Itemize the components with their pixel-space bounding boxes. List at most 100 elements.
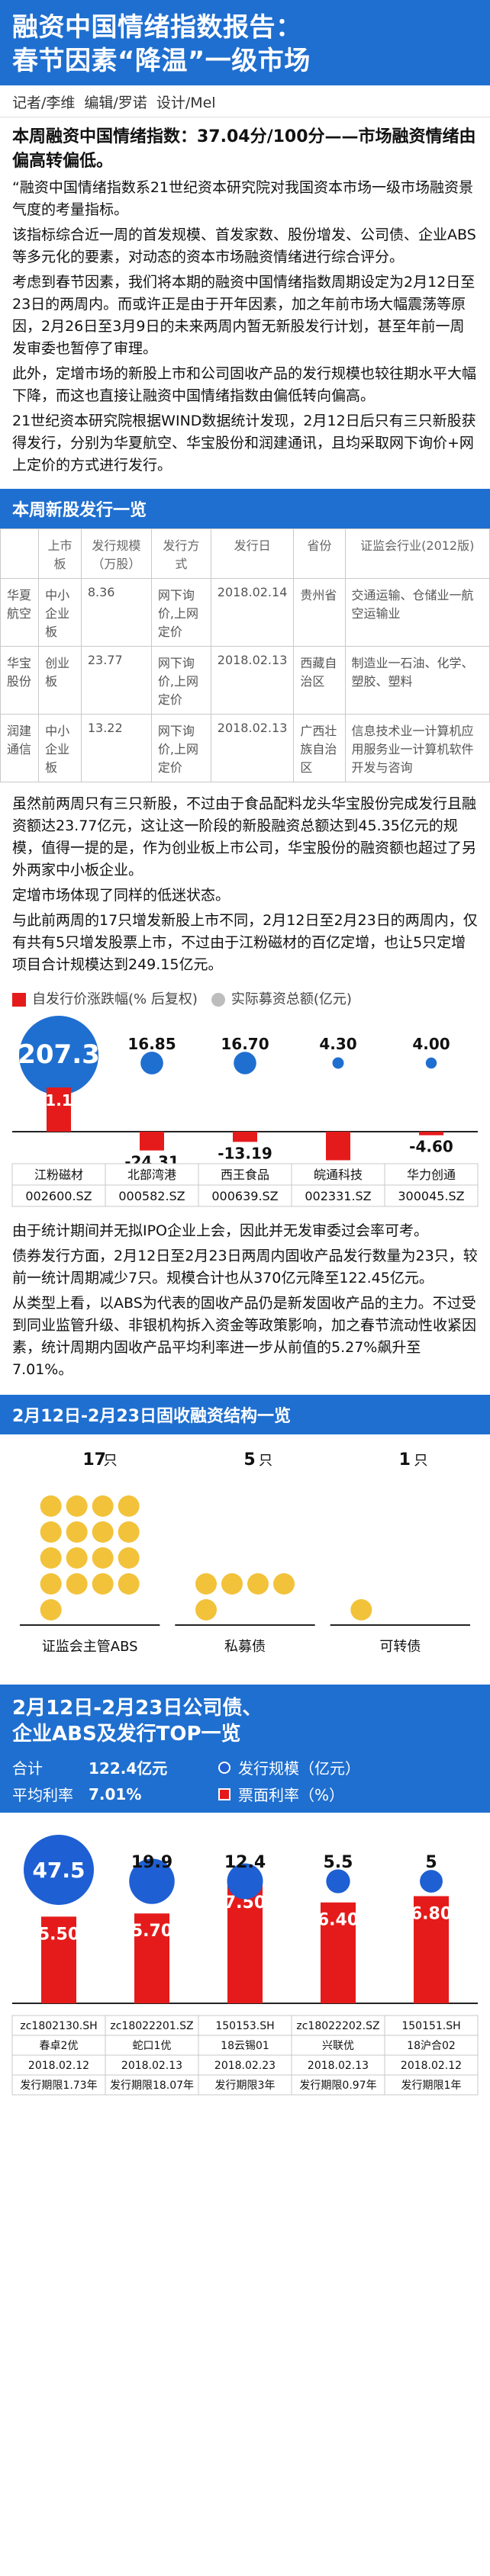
ipo-cell: 中小企业板 [38,578,82,647]
legend-dot-icon [218,1761,230,1774]
paragraph-5: 21世纪资本研究院根据WIND数据统计发现，2月12日后只有三只新股获得发行，分… [12,413,476,474]
dot-mark [221,1573,243,1595]
bubble-label: 207.3 [18,1039,100,1070]
date-label: 2018.02.23 [214,2060,276,2072]
ipo-col-3: 发行方式 [150,528,211,579]
ipo-table-wrap: 上市板 发行规模（万股） 发行方式 发行日 省份 证监会行业(2012版) 华夏… [0,528,490,782]
ipo-cell: 2018.02.14 [210,578,295,647]
dot-mark [66,1495,88,1517]
stats-avg-value: 7.01% [89,1784,142,1804]
term-label: 发行期限0.97年 [299,2080,376,2092]
dot-mark [247,1573,269,1595]
stats-total-value: 122.4亿元 [89,1759,168,1778]
dot-mark [40,1599,62,1620]
ipo-cell: 贵州省 [293,578,346,647]
dot-mark [118,1521,140,1543]
group-label: 私募债 [224,1639,266,1655]
ipo-cell: 8.36 [80,578,152,647]
dot-mark [92,1495,114,1517]
bar-mark [233,1132,257,1142]
bar-mark [326,1132,350,1161]
byline-design: 设计/Mel [156,95,216,111]
ipo-cell: 网下询价,上网定价 [150,578,211,647]
ipo-col-2: 发行规模（万股） [80,528,152,579]
dot-mark [92,1573,114,1595]
code-label: 150151.SH [401,2020,460,2032]
bubble-label: 47.5 [32,1858,85,1883]
name-label: 兴联优 [322,2040,354,2052]
bar-mark [414,1896,449,2003]
name-label: 蛇口1优 [133,2040,172,2052]
ipo-cell: 广西壮族自治区 [293,714,346,782]
dot-mark [350,1599,372,1620]
bubble-mark [420,1870,443,1893]
ipo-cell: 西藏自治区 [293,646,346,715]
bar-label: 5.50 [38,1925,79,1944]
group-label: 可转债 [379,1639,421,1655]
category-label: 皖通科技 [314,1168,363,1182]
paragraph-4: 此外，定增市场的新股上市和公司固收产品的发行规模也较往期水平大幅下降，而这也直接… [12,365,477,404]
ipo-cell: 2018.02.13 [210,646,295,715]
ipo-table-header-row: 上市板 发行规模（万股） 发行方式 发行日 省份 证监会行业(2012版) [0,528,490,579]
ipo-col-6: 证监会行业(2012版) [344,528,490,579]
dot-mark [118,1495,140,1517]
stats-total-label: 合计 [12,1759,43,1778]
chart1-legend: 自发行价涨跌幅(% 后复权) 实际募资总额(亿元) [0,979,490,1008]
ipo-cell: 网下询价,上网定价 [150,646,211,715]
bubble-mark [24,1835,94,1905]
date-label: 2018.02.12 [401,2060,462,2072]
lead-paragraph: 本周融资中国情绪指数：37.04分/100分——市场融资情绪由偏高转偏低。 [12,127,476,171]
chart3: 5.50 47.5 5.70 19.9 7.50 12.4 6.40 5.5 6.80 5 zc18… [0,1813,490,2133]
date-label: 2018.02.12 [28,2060,89,2072]
bubble-mark [234,1052,256,1074]
page: 融资中国情绪指数报告： 春节因素“降温”一级市场 记者/李维 编辑/罗诺 设计/… [0,0,490,2133]
paragraph-7: 定增市场体现了同样的低迷状态。 [12,887,230,904]
dot-mark [66,1521,88,1543]
ipo-cell: 创业板 [38,646,82,715]
name-label: 18云锡01 [221,2040,269,2052]
term-label: 发行期限1.73年 [20,2080,97,2092]
chart1-svg: 207.361.1116.85-24.3116.70-13.194.30-36.… [11,1016,479,1207]
page-title: 融资中国情绪指数报告： 春节因素“降温”一级市场 [12,11,478,78]
dot-mark [66,1547,88,1569]
stats-avg-label: 平均利率 [12,1786,73,1804]
article-3: 由于统计期间并无拟IPO企业上会，因此并无发审委过会率可考。 债券发行方面，2月… [0,1214,490,1381]
stats-legend-red: 票面利率（%） [218,1783,478,1805]
ipo-col-0 [0,528,40,579]
group-label: 证监会主管ABS [42,1639,138,1655]
byline-reporter: 记者/李维 [12,95,76,111]
paragraph-9: 由于统计期间并无拟IPO企业上会，因此并无发审委过会率可考。 [12,1222,429,1239]
code-label: 000639.SZ [211,1189,278,1203]
ipo-cell: 信息技术业一计算机应用服务业一计算机软件开发与咨询 [344,714,490,782]
stats-legend-blue: 发行规模（亿元） [218,1756,478,1778]
section-3-title-line1: 2月12日-2月23日公司债、 [12,1697,263,1720]
bar-label: 5.70 [131,1922,172,1941]
section-3-title: 2月12日-2月23日公司债、 企业ABS及发行TOP一览 [0,1685,490,1756]
legend-square-icon [218,1787,230,1800]
ipo-cell: 润建通信 [0,714,40,782]
bubble-label: 19.9 [131,1853,172,1872]
bar-mark [321,1902,356,2003]
section-title-ipo: 本周新股发行一览 [0,489,490,528]
article-2: 虽然前两周只有三只新股，不过由于食品配料龙头华宝股份完成发行且融资额达23.77… [0,782,490,976]
bubble-label: 5.5 [324,1853,353,1872]
category-label: 江粉磁材 [34,1168,83,1182]
code-label: 002331.SZ [305,1189,371,1203]
bubble-mark [332,1057,344,1069]
bar-label: 61.11 [34,1091,82,1110]
title-line-2: 春节因素“降温”一级市场 [12,46,311,76]
table-row: 润建通信 中小企业板 13.22 网下询价,上网定价 2018.02.13 广西… [0,714,490,782]
date-label: 2018.02.13 [308,2060,369,2072]
bubble-mark [425,1057,437,1069]
ipo-col-5: 省份 [293,528,346,579]
group-count: 5 [243,1450,255,1469]
date-label: 2018.02.13 [121,2060,182,2072]
dot-mark [66,1573,88,1595]
dot-mark [195,1573,217,1595]
dot-mark [40,1521,62,1543]
dot-mark [40,1495,62,1517]
ipo-cell: 制造业一石油、化学、塑胶、塑料 [344,646,490,715]
bubble-mark [129,1858,175,1904]
paragraph-2: 该指标综合近一周的首发规模、首发家数、股份增发、公司债、企业ABS等多元化的要素… [12,226,476,265]
